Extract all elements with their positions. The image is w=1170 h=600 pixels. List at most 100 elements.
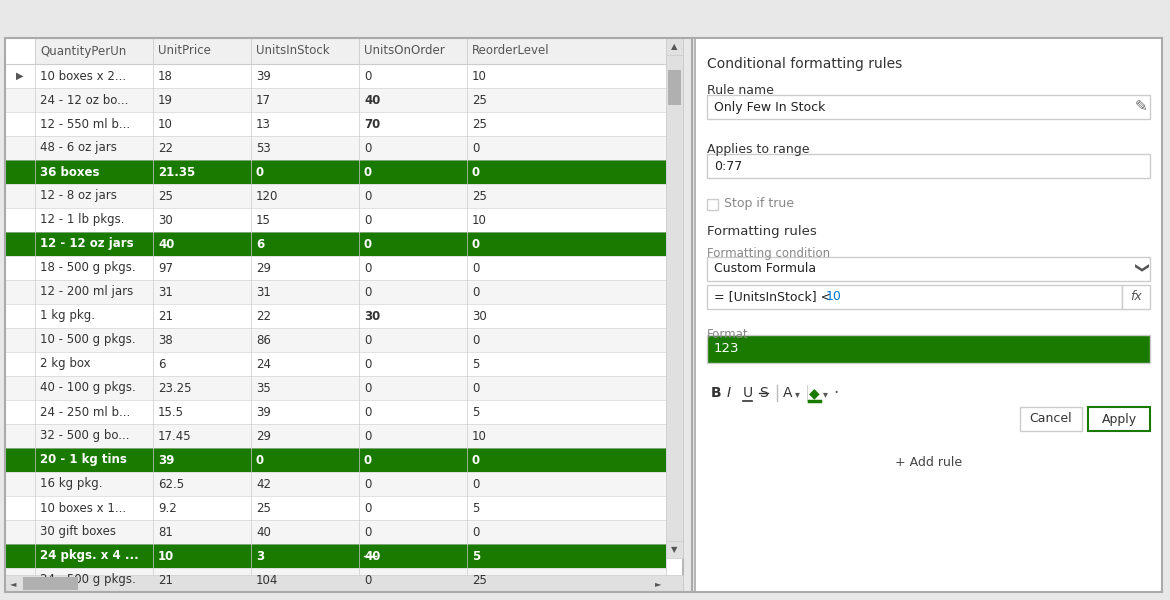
Text: ·: ·	[833, 384, 838, 402]
Text: 39: 39	[158, 454, 174, 467]
Text: Rule name: Rule name	[707, 83, 773, 97]
Text: 40: 40	[364, 550, 380, 563]
Text: 25: 25	[472, 574, 487, 587]
Text: 123: 123	[714, 343, 739, 355]
Text: 9.2: 9.2	[158, 502, 177, 514]
Text: 62.5: 62.5	[158, 478, 184, 491]
Bar	[5, 496, 666, 520]
Text: 16 kg pkg.: 16 kg pkg.	[40, 478, 103, 491]
Text: 20 - 1 kg tins: 20 - 1 kg tins	[40, 454, 126, 467]
Bar	[5, 64, 666, 88]
Bar	[5, 256, 666, 280]
Text: 31: 31	[158, 286, 173, 298]
Text: 25: 25	[158, 190, 173, 202]
Text: 6: 6	[256, 238, 264, 251]
Text: ◄: ◄	[9, 579, 16, 588]
Text: 12 - 200 ml jars: 12 - 200 ml jars	[40, 286, 133, 298]
Text: 35: 35	[256, 382, 270, 395]
Text: 0: 0	[364, 334, 371, 346]
Text: 24 pkgs. x 4 ...: 24 pkgs. x 4 ...	[40, 550, 139, 563]
Text: 39: 39	[256, 70, 271, 82]
Text: 40: 40	[256, 526, 271, 539]
Text: 10: 10	[158, 550, 174, 563]
Bar	[5, 304, 666, 328]
Bar	[5, 184, 666, 208]
Text: fx: fx	[1130, 290, 1142, 304]
Bar	[5, 328, 666, 352]
Text: 15.5: 15.5	[158, 406, 184, 419]
Text: 0: 0	[472, 238, 480, 251]
Text: Custom Formula: Custom Formula	[714, 263, 817, 275]
Bar	[707, 95, 1150, 119]
Text: 0: 0	[256, 166, 264, 179]
Text: 6: 6	[158, 358, 165, 370]
Text: 0: 0	[364, 526, 371, 539]
Text: 0: 0	[472, 166, 480, 179]
Bar	[5, 280, 666, 304]
Text: 0: 0	[364, 238, 372, 251]
Text: 0: 0	[472, 478, 480, 491]
Text: 0: 0	[472, 142, 480, 154]
Text: 81: 81	[158, 526, 173, 539]
Bar	[5, 544, 666, 568]
Text: I: I	[727, 386, 731, 400]
Text: 30: 30	[472, 310, 487, 323]
Text: 0: 0	[472, 382, 480, 395]
Text: 0: 0	[364, 262, 371, 275]
Text: 0: 0	[256, 454, 264, 467]
Bar	[666, 55, 683, 541]
Bar	[5, 472, 666, 496]
Text: = [UnitsInStock] <: = [UnitsInStock] <	[714, 290, 835, 304]
Bar	[666, 541, 683, 558]
Bar	[5, 112, 666, 136]
Text: 25: 25	[472, 94, 487, 107]
Text: 12 - 550 ml b...: 12 - 550 ml b...	[40, 118, 130, 130]
Text: 0: 0	[364, 502, 371, 514]
Text: 25: 25	[472, 190, 487, 202]
Text: UnitsInStock: UnitsInStock	[256, 44, 330, 58]
Text: 104: 104	[256, 574, 278, 587]
Text: 24 - 500 g pkgs.: 24 - 500 g pkgs.	[40, 574, 136, 587]
Bar	[707, 335, 1150, 363]
Text: Only Few In Stock: Only Few In Stock	[714, 100, 825, 113]
Text: 21: 21	[158, 310, 173, 323]
Bar	[5, 424, 666, 448]
Text: 40: 40	[158, 238, 174, 251]
Text: 24 - 12 oz bo...: 24 - 12 oz bo...	[40, 94, 129, 107]
Text: 0: 0	[472, 454, 480, 467]
Text: QuantityPerUn: QuantityPerUn	[40, 44, 126, 58]
Text: ▾: ▾	[794, 389, 800, 399]
Text: 48 - 6 oz jars: 48 - 6 oz jars	[40, 142, 117, 154]
Text: Apply: Apply	[1101, 413, 1136, 425]
Bar	[707, 154, 1150, 178]
Bar	[5, 160, 666, 184]
Text: 0: 0	[364, 358, 371, 370]
Text: 12 - 1 lb pkgs.: 12 - 1 lb pkgs.	[40, 214, 124, 226]
Bar	[707, 257, 1150, 281]
Text: 2 kg box: 2 kg box	[40, 358, 90, 370]
Text: ▶: ▶	[16, 71, 23, 81]
Bar	[666, 38, 683, 55]
Text: Format: Format	[707, 329, 749, 341]
Text: ▼: ▼	[672, 545, 677, 554]
Text: 0: 0	[364, 214, 371, 226]
Bar	[5, 376, 666, 400]
Text: 0: 0	[364, 166, 372, 179]
Text: 32 - 500 g bo...: 32 - 500 g bo...	[40, 430, 130, 443]
Bar	[707, 285, 1122, 309]
Text: 21.35: 21.35	[158, 166, 195, 179]
Text: 31: 31	[256, 286, 271, 298]
Bar	[5, 448, 666, 472]
Text: 30: 30	[364, 310, 380, 323]
Text: 36 boxes: 36 boxes	[40, 166, 99, 179]
Text: 120: 120	[256, 190, 278, 202]
Text: 10: 10	[158, 118, 173, 130]
Text: Formatting rules: Formatting rules	[707, 226, 817, 238]
Text: 29: 29	[256, 430, 271, 443]
Text: UnitsOnOrder: UnitsOnOrder	[364, 44, 445, 58]
Bar	[707, 199, 718, 209]
Text: U: U	[743, 386, 753, 400]
Text: 21: 21	[158, 574, 173, 587]
Bar	[5, 208, 666, 232]
Bar	[5, 520, 666, 544]
